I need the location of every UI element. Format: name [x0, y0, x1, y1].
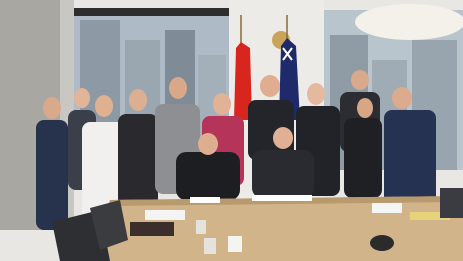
head: [357, 98, 373, 118]
head: [307, 83, 325, 105]
head: [213, 93, 231, 115]
page: [0, 0, 463, 261]
head: [169, 77, 187, 99]
papers: [145, 210, 185, 220]
chair: [440, 188, 463, 218]
head: [260, 75, 280, 97]
document: [252, 195, 312, 201]
head: [392, 87, 412, 109]
photo: [0, 0, 463, 261]
name-card: [372, 203, 402, 213]
head: [74, 88, 90, 108]
head: [95, 95, 113, 117]
head: [129, 89, 147, 111]
window-frame: [74, 8, 229, 16]
conference-phone: [370, 235, 394, 251]
glass: [196, 220, 206, 234]
head: [351, 70, 369, 90]
head: [198, 133, 218, 155]
ceiling-light: [355, 4, 463, 40]
folder: [130, 222, 174, 236]
person: [344, 118, 382, 198]
name-card: [228, 236, 242, 252]
document: [190, 197, 220, 203]
head: [273, 127, 293, 149]
glass: [204, 238, 216, 254]
person: [36, 120, 68, 230]
head: [43, 97, 61, 119]
seated-person: [176, 152, 240, 200]
person: [384, 110, 436, 205]
seated-person: [252, 150, 314, 198]
